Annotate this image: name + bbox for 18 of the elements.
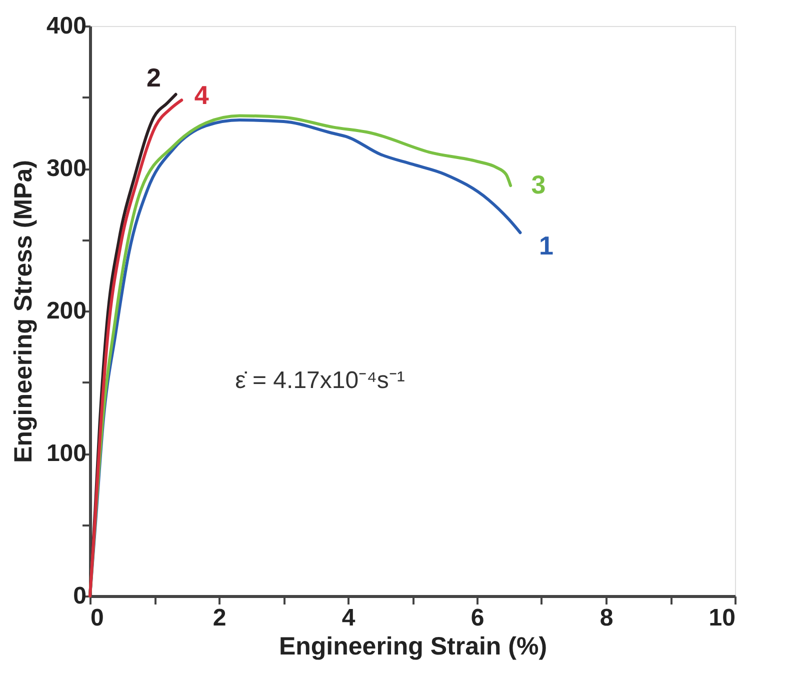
- x-tick-label: 0: [90, 604, 104, 632]
- x-tick-label: 10: [708, 604, 736, 632]
- series-label: 2: [146, 62, 162, 92]
- y-tick-label: 200: [46, 298, 86, 324]
- x-tick-label: 8: [600, 604, 614, 632]
- annotation: ε̇ = 4.17x10⁻⁴s⁻¹: [235, 367, 405, 394]
- x-axis-title: Engineering Strain (%): [278, 632, 548, 660]
- x-tick-label: 2: [212, 604, 226, 632]
- x-tick-label: 4: [342, 604, 356, 632]
- y-axis-title: Engineering Stress (MPa): [9, 160, 38, 463]
- series-label: 3: [531, 170, 546, 200]
- y-tick-label: 400: [46, 12, 86, 40]
- y-tick-label: 300: [46, 155, 86, 182]
- series-label: 4: [194, 80, 210, 110]
- y-tick-label: 100: [46, 440, 86, 467]
- x-tick-label: 6: [470, 604, 484, 632]
- y-tick-label: 0: [73, 582, 86, 610]
- series-label: 1: [538, 230, 554, 261]
